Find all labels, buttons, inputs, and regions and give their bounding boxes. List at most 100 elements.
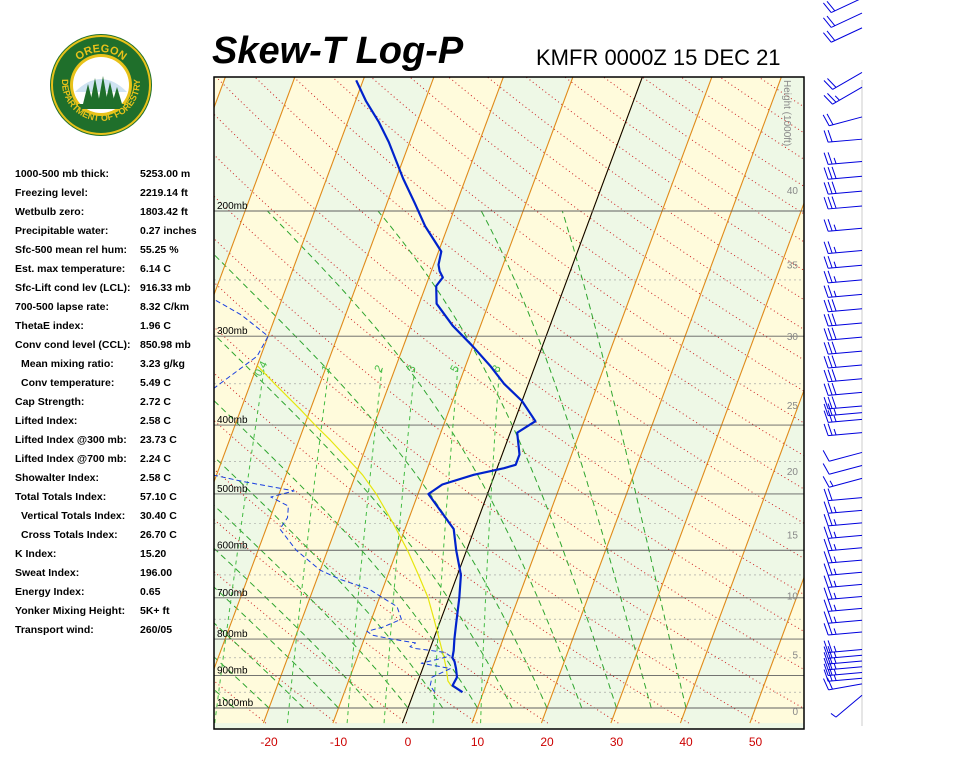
wind-barb [823,0,860,14]
wind-barb-half-flag [833,616,837,623]
wind-barb [823,86,863,105]
height-tick-label: 20 [787,467,799,478]
wind-barb [823,587,863,600]
wind-barb [823,270,863,284]
wind-barb-flag [827,256,833,269]
index-label: Vertical Totals Index: [21,510,126,522]
wind-barb [823,241,863,254]
wind-barb-flag [827,355,833,368]
wind-barb-flag [831,299,837,312]
wind-barb-shaft [832,86,863,105]
index-value: 0.27 inches [140,225,197,237]
wind-barb-half-flag [833,276,837,283]
mixing-ratio-label: 2 [372,363,385,374]
wind-barb-flag [831,355,837,368]
index-row: Yonker Mixing Height: 5K+ ft [15,605,215,624]
wind-barb-shaft [828,666,863,671]
index-label: K Index: [15,548,57,560]
index-label: Mean mixing ratio: [21,358,114,370]
index-row: 1000-500 mb thick: 5253.00 m [15,168,215,187]
index-row: Freezing level: 2219.14 ft [15,187,215,206]
index-value: 57.10 C [140,491,177,503]
wind-barb-shaft [828,378,863,383]
wind-barb-half-flag [833,674,837,681]
wind-barb-flag [823,299,829,312]
wind-barb-shaft [828,336,863,341]
wind-barb-flag [827,587,833,600]
wind-barb-flag [823,197,829,210]
index-value: 2.58 C [140,415,171,427]
moist-adiabat-line [214,504,409,709]
height-axis-title: Height (1000ft) [781,80,792,146]
wind-barb-flag [823,538,829,551]
wind-barb-flag [822,450,830,462]
wind-barb-flag [831,341,837,354]
height-tick-label: 10 [787,591,799,602]
mixing-ratio-line [480,365,501,724]
oregon-forestry-logo: OREGON DEPARTMENT OF FORESTRY [50,34,152,136]
wind-barb [822,113,863,127]
wind-barb [823,196,863,210]
moist-adiabat-line [214,400,478,709]
wind-barb-shaft [828,571,863,576]
index-label: Est. max temperature: [15,263,126,275]
isotherm-line [214,77,435,671]
wind-barb-flag [827,501,833,514]
wind-barb-shaft [828,138,863,143]
index-label: Sfc-Lift cond lev (LCL): [15,282,131,294]
wind-barb-flag [823,646,829,659]
wind-barb-half-flag [830,713,837,718]
wind-barb [823,488,863,502]
index-label: Precipitable water: [15,225,109,237]
moist-adiabat-line [377,210,617,709]
wind-barb-half-flag [833,415,837,422]
wind-barb-flag [826,0,836,12]
index-row: Cap Strength: 2.72 C [15,396,215,415]
index-label: Energy Index: [15,586,85,598]
index-value: 3.23 g/kg [140,358,185,370]
index-label: Freezing level: [15,187,88,199]
wind-barb [822,476,863,488]
wind-barb-flag [823,167,829,180]
index-value: 260/05 [140,624,173,636]
temperature-tick-label: -20 [260,735,278,749]
wind-barb [823,513,863,527]
wind-barb-flag [827,299,833,312]
index-label: Conv cond level (CCL): [15,339,131,351]
isotherm-line [214,77,296,297]
index-label: Sweat Index: [15,567,80,579]
wind-barb-flag [831,166,837,179]
index-label: Lifted Index: [15,415,78,427]
wind-barb-shaft [828,364,863,369]
index-label: 700-500 lapse rate: [15,301,109,313]
wind-barb-half-flag [833,519,837,526]
dry-adiabat-line [0,0,195,723]
wind-barb [823,651,863,665]
wind-barb-flag [823,130,829,143]
wind-barb-flag [827,538,833,551]
station-time: KMFR 0000Z 15 DEC 21 [536,45,781,70]
wind-barb-flag [827,396,833,409]
wind-barb-flag [831,313,837,326]
wind-barb-shaft [828,672,863,676]
wind-barb-flag [823,2,832,13]
wind-barb-shaft [828,583,863,588]
wind-barb-shaft [828,497,863,502]
wind-barb-shaft [828,677,863,682]
temperature-tick-label: 20 [540,735,554,749]
index-row: Sweat Index: 196.00 [15,567,215,586]
index-label: Cap Strength: [15,396,85,408]
wind-barb-flag [827,313,833,326]
index-row: Total Totals Index: 57.10 C [15,491,215,510]
mixing-ratio-label: 8 [490,363,503,374]
index-value: 0.65 [140,586,161,598]
isotherm-line [214,77,365,484]
wind-barb-flag [827,383,833,396]
wind-barb-flag [826,677,833,690]
wind-barb-flag [823,678,829,691]
parcel-trace-line [256,365,463,693]
index-value: 916.33 mb [140,282,191,294]
wind-barb-shaft [828,559,863,564]
pressure-label: 200mb [217,201,248,212]
temperature-tick-label: 30 [610,735,624,749]
